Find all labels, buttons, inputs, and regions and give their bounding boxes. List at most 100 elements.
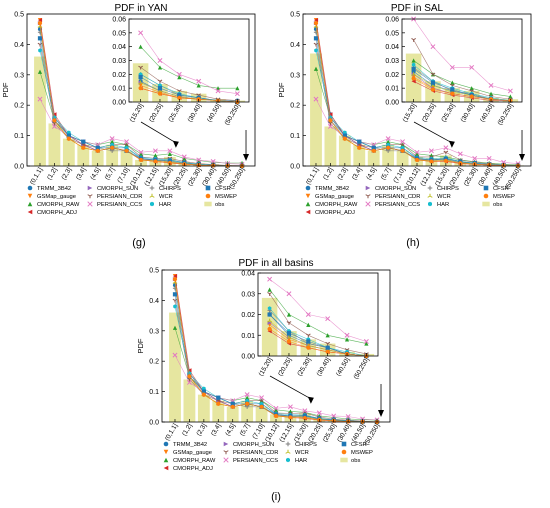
inset-series-point <box>508 94 513 99</box>
x-tick-label: (0,1.1] <box>29 166 44 186</box>
series-point <box>201 389 206 394</box>
series-point <box>201 392 206 397</box>
x-tick-label: (2,3] <box>337 166 350 181</box>
series-point <box>52 118 57 123</box>
zoom-arrow-line <box>140 121 177 144</box>
legend-marker <box>365 194 371 199</box>
x-tick-label: (7,10] <box>251 422 265 440</box>
obs-bar <box>396 150 409 166</box>
x-tick-label: (4,5] <box>89 166 102 181</box>
inset-series-line <box>269 289 367 344</box>
inset-series-line <box>269 278 367 342</box>
legend-label: TRMM_3B42 <box>173 442 207 448</box>
inset-series-point <box>267 306 272 311</box>
obs-bar <box>212 400 225 422</box>
x-tick-label: (7,10] <box>392 166 406 184</box>
series-point <box>443 150 449 155</box>
x-tick-label: (4,5] <box>365 166 378 181</box>
inset-series-line <box>269 308 367 357</box>
inset-series-point <box>325 349 330 354</box>
inset-series-point <box>138 80 143 85</box>
series-point <box>186 380 192 385</box>
series-point <box>327 124 333 129</box>
inset-x-tick-label: (20,25] <box>148 102 164 123</box>
inset-x-tick-label: (30,40] <box>316 356 332 377</box>
inset-series-line <box>140 32 238 94</box>
y-tick-label: 0.1 <box>290 133 300 140</box>
inset-y-tick-label: 0.03 <box>112 58 126 65</box>
legend-label: CFSR <box>493 186 509 192</box>
inset-series-point <box>411 38 416 42</box>
inset-y-tick-label: 0.04 <box>241 271 255 278</box>
legend-label: WCR <box>159 194 173 200</box>
series-point <box>124 148 129 153</box>
inset: 0.00 0.01 0.02 0.03 0.04 0.05 0.06 (15,20] (20,2… <box>112 17 250 127</box>
chart-title: PDF in YAN <box>115 3 168 14</box>
legend: TRMM_3B42 CMORPH_SUN CHIRPS CFSR GSMap_gauge… <box>27 185 237 216</box>
inset-series-point <box>157 58 163 63</box>
inset-x-tick-label: (50,250] <box>353 356 371 380</box>
inset-series-point <box>507 88 513 94</box>
legend-label: CMORPH_ADJ <box>173 466 213 472</box>
inset-series-point <box>325 333 330 338</box>
y-tick-label: 0.0 <box>290 164 300 171</box>
legend-label: PERSIANN_CDR <box>375 194 420 200</box>
inset-series-point <box>286 291 292 297</box>
legend: TRMM_3B42 CMORPH_SUN CHIRPS CFSR GSMap_gauge… <box>163 441 373 472</box>
series-point <box>172 277 178 282</box>
legend-marker <box>87 185 93 191</box>
series-group <box>313 17 521 168</box>
series-point <box>138 149 144 155</box>
legend-marker <box>365 185 371 191</box>
legend-label: PERSIANN_CDR <box>97 194 142 200</box>
inset-x-tick-label: (30,40] <box>460 102 476 123</box>
legend-marker <box>27 185 33 191</box>
series-point <box>414 149 420 155</box>
obs-bar <box>382 144 395 166</box>
inset-x-tick-label: (20,25] <box>421 102 437 123</box>
inset-series-point <box>215 88 221 94</box>
zoom-arrow-head <box>378 410 385 417</box>
zoom-arrow-head <box>519 154 526 161</box>
inset-series-point <box>177 75 182 80</box>
series-point <box>152 148 158 154</box>
y-tick-label: 0.3 <box>149 328 159 335</box>
series-point <box>357 139 362 144</box>
inset-y-tick-label: 0.00 <box>241 354 255 361</box>
series-point <box>95 145 100 150</box>
legend-label: CMORPH_RAW <box>315 202 358 208</box>
legend-marker <box>87 194 93 199</box>
inset-series-point <box>325 345 330 350</box>
x-tick-label: (0,1.1] <box>305 166 320 186</box>
inset-series-point <box>469 94 474 99</box>
series-point <box>172 292 178 297</box>
legend-label: CMORPH_ADJ <box>37 210 77 216</box>
inset-series-point <box>267 312 272 317</box>
series-point <box>288 415 293 420</box>
inset: 0.00 0.01 0.02 0.03 0.04 (15,20] (20,25] (25,30… <box>241 271 379 381</box>
inset-x-tick-label: (25,30] <box>296 356 312 377</box>
legend-label: PERSIANN_CCS <box>97 202 142 208</box>
obs-bar <box>241 400 254 422</box>
series-point <box>182 156 187 161</box>
series-point <box>66 136 71 141</box>
series-point <box>216 401 221 406</box>
obs-bar <box>120 150 133 166</box>
obs-bar <box>324 126 337 166</box>
series-point <box>37 69 43 74</box>
legend-label: CHIRPS <box>159 186 181 192</box>
legend-marker <box>482 201 490 207</box>
inset-x-tick-label: (25,30] <box>167 102 183 123</box>
inset-series-point <box>469 86 474 91</box>
inset-series-point <box>469 64 475 70</box>
legend-marker <box>163 441 169 447</box>
series-point <box>124 139 130 145</box>
legend-marker <box>341 449 347 455</box>
series-point <box>167 148 173 154</box>
panel-i: PDF in all basins 0.0 0.1 0.2 0.3 0.4 0.5 PDF (0… <box>136 258 391 503</box>
series-point <box>443 158 448 163</box>
inset-series-point <box>138 30 144 36</box>
inset-series-point <box>196 83 201 88</box>
inset-series-point <box>430 80 436 85</box>
inset-y-tick-label: 0.00 <box>112 100 126 107</box>
